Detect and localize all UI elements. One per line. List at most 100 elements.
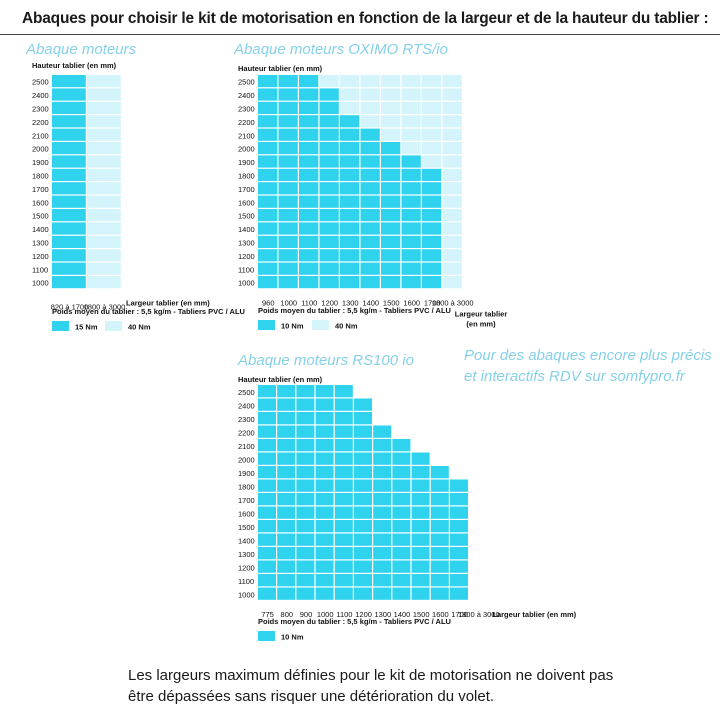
heatmap-cell	[258, 209, 278, 222]
heatmap-cell	[401, 155, 421, 168]
heatmap-cell	[360, 222, 380, 235]
heatmap-cell	[277, 587, 296, 600]
heatmap-cell	[296, 533, 315, 546]
heatmap-cell	[354, 493, 372, 506]
y-tick-label: 2500	[238, 388, 255, 397]
y-tick-label: 1500	[238, 523, 255, 532]
heatmap-cell	[258, 249, 278, 262]
heatmap-cell	[422, 88, 442, 101]
heatmap-cell	[373, 574, 392, 587]
x-tick-label: 960	[262, 298, 275, 307]
title-divider	[0, 34, 720, 35]
y-tick-label: 1000	[32, 279, 49, 288]
heatmap-cell	[422, 182, 442, 195]
y-tick-label: 2400	[238, 401, 255, 410]
heatmap-cell	[52, 128, 86, 141]
heatmap-cell	[442, 142, 462, 155]
heatmap-cell	[299, 101, 319, 114]
heatmap-cell	[87, 142, 121, 155]
heatmap-cell	[360, 209, 380, 222]
x-tick-label: 1800 à 3000	[458, 610, 500, 619]
heatmap-cell	[258, 168, 278, 181]
heatmap-cell	[52, 75, 86, 88]
heatmap-cell	[258, 533, 276, 546]
heatmap-cell	[360, 276, 380, 289]
y-tick-label: 2200	[238, 428, 255, 437]
heatmap-cell	[278, 222, 298, 235]
heatmap-cell	[296, 493, 315, 506]
heatmap-cell	[87, 128, 121, 141]
heatmap-cell	[401, 128, 421, 141]
heatmap-cell	[334, 520, 353, 533]
x-tick-label: 1700	[451, 610, 468, 619]
heatmap-cell	[277, 506, 296, 519]
x-tick-label: 1400	[394, 610, 411, 619]
heatmap-cell	[401, 222, 421, 235]
heatmap-cell	[296, 385, 315, 398]
y-tick-label: 1500	[32, 212, 49, 221]
heatmap-cell	[315, 533, 334, 546]
legend-swatch	[258, 631, 275, 641]
y-tick-label: 1100	[238, 265, 254, 274]
heatmap-cell	[354, 466, 372, 479]
y-tick-label: 1300	[238, 239, 255, 248]
heatmap-cell	[422, 195, 442, 208]
heatmap-cell	[87, 182, 121, 195]
y-tick-label: 1200	[238, 563, 255, 572]
heatmap-cell	[422, 168, 442, 181]
heatmap-cell	[296, 412, 315, 425]
heatmap-cell	[340, 195, 360, 208]
heatmap-cell	[450, 520, 468, 533]
heatmap-cell	[258, 101, 278, 114]
y-tick-label: 2400	[32, 91, 49, 100]
heatmap-cell	[392, 439, 411, 452]
heatmap-cell	[392, 493, 411, 506]
y-tick-label: 1700	[238, 496, 255, 505]
heatmap-cell	[278, 101, 298, 114]
y-tick-label: 2300	[238, 415, 255, 424]
heatmap-cell	[392, 520, 411, 533]
heatmap-cell	[277, 439, 296, 452]
heatmap-cell	[296, 452, 315, 465]
heatmap-cell	[277, 520, 296, 533]
heatmap-cell	[340, 235, 360, 248]
heatmap-cell	[354, 520, 372, 533]
heatmap-cell	[340, 276, 360, 289]
x-tick-label: 1800 à 3000	[84, 302, 126, 311]
x-axis-label: Largeur tablier (en mm)	[492, 610, 576, 619]
heatmap-cell	[52, 209, 86, 222]
heatmap-cell	[360, 155, 380, 168]
heatmap-cell	[392, 560, 411, 573]
heatmap-cell	[373, 439, 392, 452]
heatmap-cell	[381, 101, 401, 114]
heatmap-cell	[381, 155, 401, 168]
heatmap-cell	[422, 209, 442, 222]
heatmap-cell	[340, 75, 360, 88]
heatmap-cell	[381, 195, 401, 208]
heatmap-cell	[430, 560, 449, 573]
heatmap-cell	[315, 547, 334, 560]
heatmap-cell	[411, 479, 430, 492]
heatmap-cell	[401, 168, 421, 181]
heatmap-cell	[319, 276, 339, 289]
x-tick-label: 1500	[383, 298, 400, 307]
heatmap-cell	[422, 262, 442, 275]
heatmap-cell	[360, 88, 380, 101]
y-tick-label: 1300	[32, 239, 49, 248]
y-tick-label: 1700	[238, 185, 255, 194]
heatmap-cell	[277, 574, 296, 587]
heatmap-cell	[278, 155, 298, 168]
y-tick-label: 2100	[238, 442, 255, 451]
heatmap-cell	[334, 425, 353, 438]
heatmap-cell	[258, 385, 276, 398]
heatmap-cell	[360, 168, 380, 181]
heatmap-cell	[278, 262, 298, 275]
heatmap-cell	[52, 182, 86, 195]
heatmap-cell	[319, 115, 339, 128]
y-tick-label: 1300	[238, 550, 255, 559]
heatmap-cell	[373, 547, 392, 560]
heatmap-cell	[373, 425, 392, 438]
x-tick-label: 1400	[362, 298, 379, 307]
heatmap-cell	[430, 506, 449, 519]
heatmap-cell	[258, 88, 278, 101]
